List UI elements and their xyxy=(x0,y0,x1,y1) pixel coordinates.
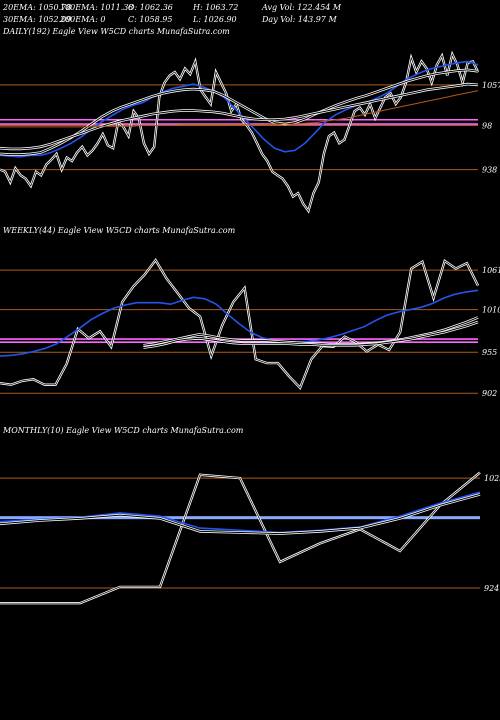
header-avg-vol: Avg Vol: 122.454 M xyxy=(261,3,342,12)
header-ema30: 30EMA: 1052.09 xyxy=(3,15,71,24)
monthly-panel: 1025 924 xyxy=(0,471,500,605)
header-close: C: 1058.95 xyxy=(128,15,172,24)
weekly-y-tick-label: 955 xyxy=(482,348,497,357)
weekly-y-tick-label: 902 xyxy=(482,389,497,398)
weekly-ema20-line xyxy=(0,289,479,357)
daily-ema200-line xyxy=(0,90,479,128)
monthly-price-line xyxy=(0,472,481,604)
header-ema200: 200EMA: 0 xyxy=(59,15,105,24)
daily-y-tick-label: 938 xyxy=(482,166,497,175)
header-row-2: 30EMA: 1052.09 200EMA: 0 C: 1058.95 L: 1… xyxy=(3,15,337,24)
monthly-ema30-line xyxy=(0,493,481,535)
header-ema100: 100EMA: 1011.38 xyxy=(60,3,133,12)
daily-y-tick-label: 98 xyxy=(482,121,492,130)
monthly-panel-title: MONTHLY(10) Eagle View W5CD charts Munaf… xyxy=(2,426,244,435)
daily-panel: 1057 98 938 xyxy=(0,50,500,214)
weekly-price-line xyxy=(0,259,479,389)
header-day-vol: Day Vol: 143.97 M xyxy=(261,15,337,24)
header-low: L: 1026.90 xyxy=(192,15,237,24)
daily-ema100-line xyxy=(0,83,479,150)
header-open: O: 1062.36 xyxy=(128,3,173,12)
daily-y-tick-label: 1057 xyxy=(482,81,500,90)
monthly-y-tick-label: 1025 xyxy=(484,474,500,483)
monthly-y-tick-label: 924 xyxy=(484,584,499,593)
header-ema20: 20EMA: 1050.78 xyxy=(2,3,71,12)
weekly-ema100-line xyxy=(143,321,479,349)
daily-ema30-line xyxy=(0,69,479,156)
weekly-y-tick-label: 1010 xyxy=(482,306,500,315)
daily-panel-title: DAILY(192) Eagle View W5CD charts Munafa… xyxy=(2,27,230,36)
monthly-band xyxy=(0,516,480,520)
header-row-1: 20EMA: 1050.78 100EMA: 1011.38 O: 1062.3… xyxy=(2,3,342,12)
weekly-panel-title: WEEKLY(44) Eagle View W5CD charts Munafa… xyxy=(3,226,236,235)
header-high: H: 1063.72 xyxy=(192,3,238,12)
